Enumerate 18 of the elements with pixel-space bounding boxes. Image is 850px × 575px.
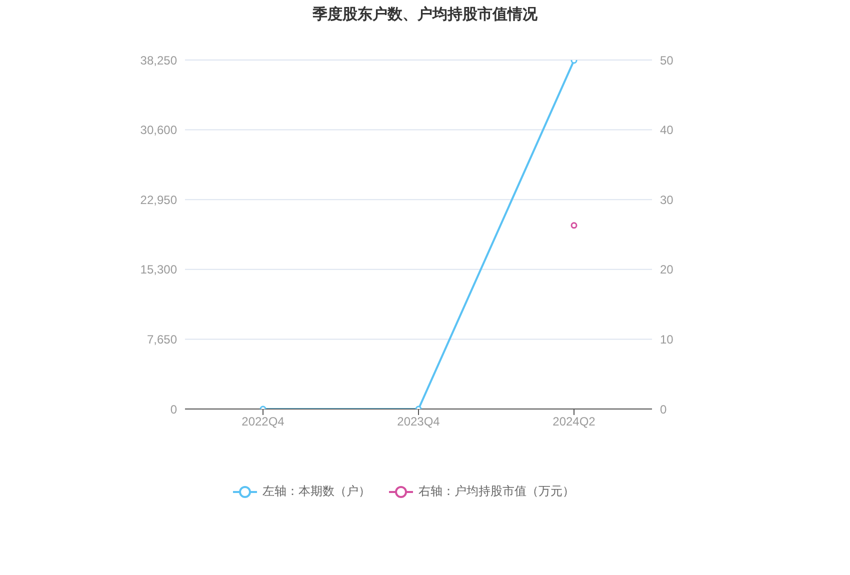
x-tick-label: 2023Q4 bbox=[397, 414, 440, 429]
y-tick-label: 15,300 bbox=[140, 262, 178, 277]
y2-tick-label: 50 bbox=[660, 53, 674, 68]
y2-tick-label: 10 bbox=[660, 332, 674, 346]
y-tick-label: 38,250 bbox=[140, 53, 178, 68]
y2-tick-label: 20 bbox=[660, 262, 674, 277]
y-tick-label: 7,650 bbox=[146, 332, 178, 346]
legend-label: 左轴：本期数（户） bbox=[262, 483, 370, 500]
y-tick-label: 0 bbox=[170, 402, 178, 416]
y2-tick-label: 30 bbox=[660, 192, 674, 207]
x-tick-label: 2022Q4 bbox=[242, 414, 285, 429]
y2-tick-label: 40 bbox=[660, 123, 674, 138]
y2-tick-label: 0 bbox=[660, 402, 667, 416]
legend-label: 右轴：户均持股市值（万元） bbox=[418, 483, 574, 500]
y-tick-label: 30,600 bbox=[140, 123, 178, 138]
x-tick-label: 2024Q2 bbox=[552, 414, 596, 429]
y-tick-label: 22,950 bbox=[140, 192, 178, 207]
chart-title: 季度股东户数、户均持股市值情况 bbox=[312, 6, 538, 25]
